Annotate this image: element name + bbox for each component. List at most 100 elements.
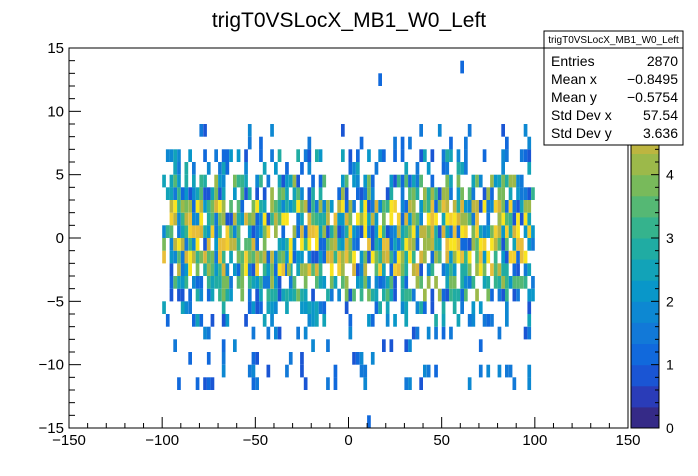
color-scale-band (631, 195, 659, 218)
heatmap-bin (452, 225, 457, 238)
x-tick-label: 0 (344, 432, 352, 449)
heatmap-bin (512, 263, 517, 276)
heatmap-bin (348, 149, 353, 162)
heatmap-bin (195, 187, 200, 200)
heatmap-bin (206, 238, 211, 251)
heatmap-bin (460, 212, 464, 226)
heatmap-bin (173, 149, 177, 162)
heatmap-bin (423, 238, 427, 251)
heatmap-bin (467, 314, 472, 327)
heatmap-bin (505, 276, 509, 289)
heatmap-bin (344, 238, 349, 251)
heatmap-bin (203, 250, 207, 264)
heatmap-bin (464, 136, 468, 150)
heatmap-bin (482, 149, 487, 162)
heatmap-bin (210, 263, 215, 276)
heatmap-bin (311, 288, 315, 302)
heatmap-bin (363, 212, 368, 226)
heatmap-bin (229, 288, 233, 302)
heatmap-bin (493, 225, 498, 238)
heatmap-bin (493, 263, 498, 276)
heatmap-bin (389, 339, 394, 352)
heatmap-bin (251, 326, 256, 340)
heatmap-bin (419, 301, 423, 314)
heatmap-bin (497, 174, 502, 188)
heatmap-bin (169, 238, 174, 251)
heatmap-bin (244, 149, 248, 162)
heatmap-bin (281, 174, 286, 188)
heatmap-bin (251, 276, 256, 289)
heatmap-bin (206, 263, 211, 276)
heatmap-bin (415, 238, 420, 251)
heatmap-bin (486, 200, 491, 213)
heatmap-bin (225, 149, 230, 162)
heatmap-bin (195, 314, 200, 327)
heatmap-bin (396, 263, 401, 276)
heatmap-bin (475, 263, 479, 276)
heatmap-bin (192, 174, 196, 188)
heatmap-bin (259, 250, 263, 264)
heatmap-bin (315, 314, 319, 327)
heatmap-bin (389, 263, 394, 276)
heatmap-bin (303, 301, 308, 314)
heatmap-bin (475, 250, 479, 264)
heatmap-bin (251, 238, 256, 251)
heatmap-bin (292, 276, 297, 289)
heatmap-bin (493, 238, 498, 251)
heatmap-bin (311, 212, 315, 226)
heatmap-bin (508, 276, 513, 289)
heatmap-bin (177, 162, 181, 175)
heatmap-bin (501, 238, 505, 251)
heatmap-bin (527, 136, 532, 150)
heatmap-bin (277, 174, 282, 188)
heatmap-bin (318, 212, 323, 226)
heatmap-bin (516, 225, 520, 238)
heatmap-bin (389, 174, 394, 188)
heatmap-bin (374, 212, 379, 226)
heatmap-bin (452, 238, 457, 251)
heatmap-bin (341, 212, 345, 226)
heatmap-bin (169, 263, 174, 276)
heatmap-bin (460, 263, 464, 276)
heatmap-bin (478, 339, 483, 352)
heatmap-bin (199, 225, 204, 238)
heatmap-bin (352, 250, 356, 264)
heatmap-bin (419, 225, 423, 238)
heatmap-bin (322, 276, 327, 289)
heatmap-bin (296, 200, 300, 213)
heatmap-bin (486, 288, 491, 302)
heatmap-bin (460, 187, 464, 200)
heatmap-bin (255, 263, 259, 276)
heatmap-bin (523, 187, 528, 200)
heatmap-bin (266, 276, 271, 289)
y-tick-label: 0 (56, 230, 64, 247)
heatmap-bin (344, 276, 349, 289)
heatmap-bin (337, 225, 341, 238)
heatmap-bin (508, 225, 513, 238)
stats-box-title: trigT0VSLocX_MB1_W0_Left (548, 35, 679, 46)
heatmap-bin (516, 276, 520, 289)
heatmap-bin (437, 250, 442, 264)
heatmap-bin (180, 263, 185, 276)
heatmap-bin (247, 136, 252, 150)
stats-value: 2870 (647, 53, 678, 69)
color-scale-band (631, 406, 659, 429)
heatmap-bin (471, 301, 476, 314)
heatmap-bin (359, 263, 364, 276)
heatmap-bin (374, 288, 379, 302)
heatmap-bin (315, 276, 319, 289)
heatmap-bin (527, 212, 532, 226)
heatmap-bin (475, 212, 479, 226)
heatmap-bin (385, 238, 390, 251)
heatmap-bin (396, 225, 401, 238)
heatmap-bin (195, 288, 200, 302)
heatmap-bin (400, 200, 405, 213)
heatmap-bin (467, 263, 472, 276)
heatmap-bin (188, 200, 192, 213)
heatmap-bin (292, 250, 297, 264)
heatmap-bin (456, 314, 461, 327)
heatmap-bin (359, 250, 364, 264)
heatmap-bin (315, 263, 319, 276)
heatmap-bin (307, 238, 312, 251)
heatmap-bin (221, 149, 226, 162)
